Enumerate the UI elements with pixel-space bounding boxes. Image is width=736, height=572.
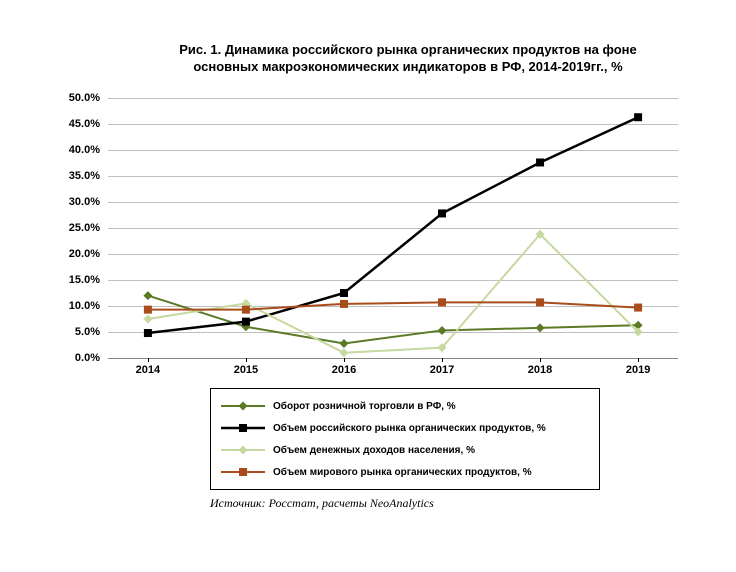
x-tick-mark (442, 358, 443, 362)
x-tick-mark (638, 358, 639, 362)
series-marker-income (143, 315, 152, 324)
series-line-organic_world (148, 302, 638, 309)
y-tick-label: 5.0% (50, 326, 100, 338)
chart-title: Рис. 1. Динамика российского рынка орган… (168, 42, 648, 76)
legend: Оборот розничной торговли в РФ, % Объем р… (210, 388, 600, 490)
y-tick-label: 50.0% (50, 92, 100, 104)
x-tick-mark (344, 358, 345, 362)
series-marker-organic_ru (536, 158, 544, 166)
chart-container: Рис. 1. Динамика российского рынка орган… (0, 0, 736, 572)
plot-area (108, 98, 678, 359)
x-tick-mark (148, 358, 149, 362)
series-marker-organic_world (242, 306, 250, 314)
series-line-organic_ru (148, 117, 638, 333)
y-tick-label: 40.0% (50, 144, 100, 156)
series-marker-organic_ru (634, 113, 642, 121)
y-tick-label: 25.0% (50, 222, 100, 234)
legend-item-income: Объем денежных доходов населения, % (221, 439, 589, 461)
series-marker-organic_ru (340, 289, 348, 297)
y-tick-label: 30.0% (50, 196, 100, 208)
legend-label-organic_world: Объем мирового рынка органических продук… (273, 467, 532, 478)
series-marker-retail (536, 323, 545, 332)
y-tick-label: 15.0% (50, 274, 100, 286)
legend-item-retail: Оборот розничной торговли в РФ, % (221, 395, 589, 417)
x-tick-label: 2015 (234, 364, 258, 376)
legend-item-organic_world: Объем мирового рынка органических продук… (221, 461, 589, 483)
x-tick-label: 2017 (430, 364, 454, 376)
series-marker-organic_ru (242, 318, 250, 326)
x-tick-mark (246, 358, 247, 362)
series-marker-organic_ru (144, 329, 152, 337)
chart-lines-svg (108, 98, 678, 358)
x-tick-label: 2019 (626, 364, 650, 376)
series-marker-income (339, 348, 348, 357)
legend-swatch-organic_world (221, 465, 265, 479)
x-tick-label: 2014 (136, 364, 160, 376)
x-tick-label: 2018 (528, 364, 552, 376)
legend-label-income: Объем денежных доходов населения, % (273, 445, 475, 456)
series-marker-organic_world (438, 298, 446, 306)
y-tick-label: 35.0% (50, 170, 100, 182)
source-text: Источник: Росстат, расчеты NeoAnalytics (210, 496, 434, 511)
legend-label-retail: Оборот розничной торговли в РФ, % (273, 401, 456, 412)
legend-swatch-retail (221, 399, 265, 413)
series-marker-organic_world (340, 300, 348, 308)
y-tick-label: 10.0% (50, 300, 100, 312)
y-tick-label: 45.0% (50, 118, 100, 130)
series-marker-organic_world (634, 304, 642, 312)
series-marker-retail (438, 326, 447, 335)
legend-label-organic_ru: Объем российского рынка органических про… (273, 423, 546, 434)
legend-item-organic_ru: Объем российского рынка органических про… (221, 417, 589, 439)
series-marker-organic_ru (438, 209, 446, 217)
legend-swatch-income (221, 443, 265, 457)
x-tick-mark (540, 358, 541, 362)
y-tick-label: 20.0% (50, 248, 100, 260)
series-marker-retail (143, 291, 152, 300)
x-tick-label: 2016 (332, 364, 356, 376)
series-marker-organic_world (536, 298, 544, 306)
series-marker-retail (339, 339, 348, 348)
legend-swatch-organic_ru (221, 421, 265, 435)
series-marker-organic_world (144, 306, 152, 314)
y-tick-label: 0.0% (50, 352, 100, 364)
